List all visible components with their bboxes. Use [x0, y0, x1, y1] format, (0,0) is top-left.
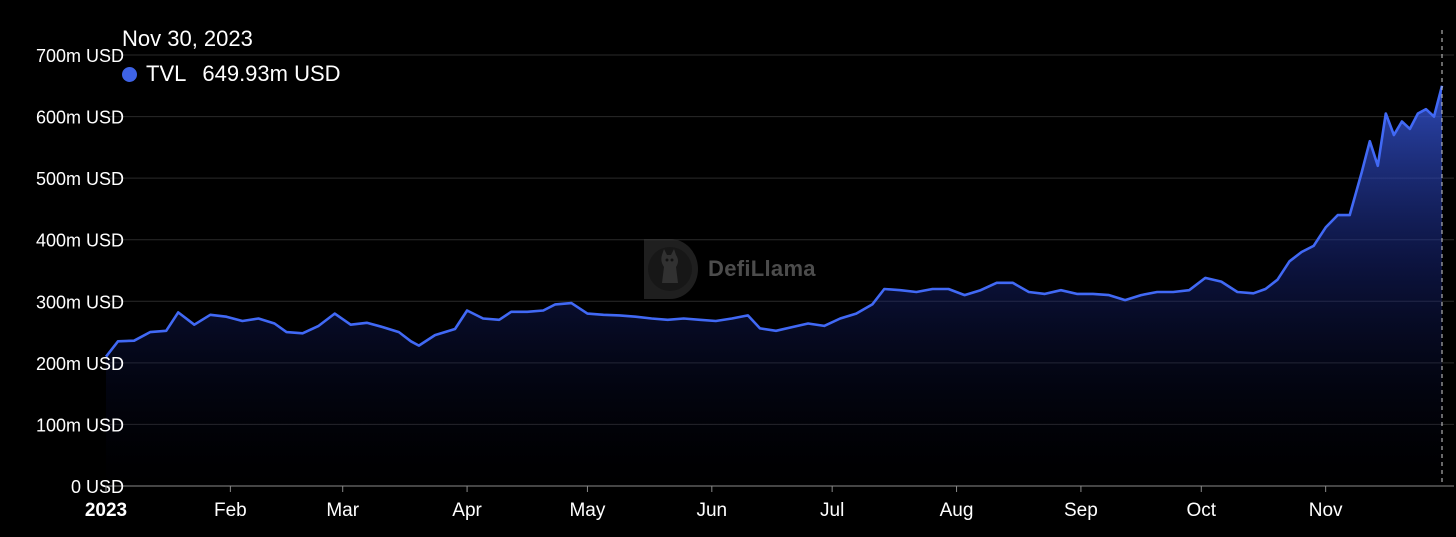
- y-tick-label: 500m USD: [36, 169, 124, 189]
- x-tick-label: Nov: [1309, 500, 1343, 521]
- x-tick-label: 2023: [85, 500, 127, 521]
- area-layer: [104, 85, 1444, 487]
- y-tick-label: 0 USD: [71, 477, 124, 497]
- y-tick-label: 700m USD: [36, 46, 124, 66]
- y-tick-label: 300m USD: [36, 292, 124, 312]
- tooltip-date: Nov 30, 2023: [122, 26, 253, 51]
- tvl-area-fill: [106, 85, 1442, 487]
- x-tick-label: Feb: [214, 500, 247, 521]
- watermark-text: DefiLlama: [708, 256, 816, 281]
- y-tick-label: 100m USD: [36, 415, 124, 435]
- x-tick-label: May: [569, 500, 605, 521]
- defillama-watermark: DefiLlama: [640, 237, 816, 301]
- y-tick-label: 600m USD: [36, 108, 124, 128]
- y-tick-label: 400m USD: [36, 231, 124, 251]
- x-tick-label: Jun: [696, 500, 727, 521]
- tvl-series-line: [104, 85, 1444, 358]
- tooltip-row: TVL 649.93m USD: [122, 61, 341, 87]
- series-color-dot-icon: [122, 66, 137, 82]
- tooltip-series-label: TVL: [146, 61, 187, 86]
- x-tick-label: Mar: [326, 500, 359, 521]
- tooltip-value: 649.93m USD: [202, 61, 341, 86]
- y-tick-label: 200m USD: [36, 354, 124, 374]
- y-axis-ticks: 0 USD 100m USD 200m USD 300m USD 400m USD 500…: [36, 46, 124, 497]
- x-axis-ticks: 2023 Feb Mar Apr May Jun Jul Aug Sep Oct Nov: [85, 486, 1343, 521]
- hover-tooltip: Nov 30, 2023 TVL 649.93m USD: [122, 26, 341, 87]
- x-tick-label: Apr: [452, 500, 482, 521]
- x-tick-label: Jul: [820, 500, 844, 521]
- x-tick-label: Aug: [940, 500, 974, 521]
- x-tick-label: Oct: [1186, 500, 1216, 521]
- x-tick-label: Sep: [1064, 500, 1098, 521]
- defillama-logo-icon: [644, 239, 698, 299]
